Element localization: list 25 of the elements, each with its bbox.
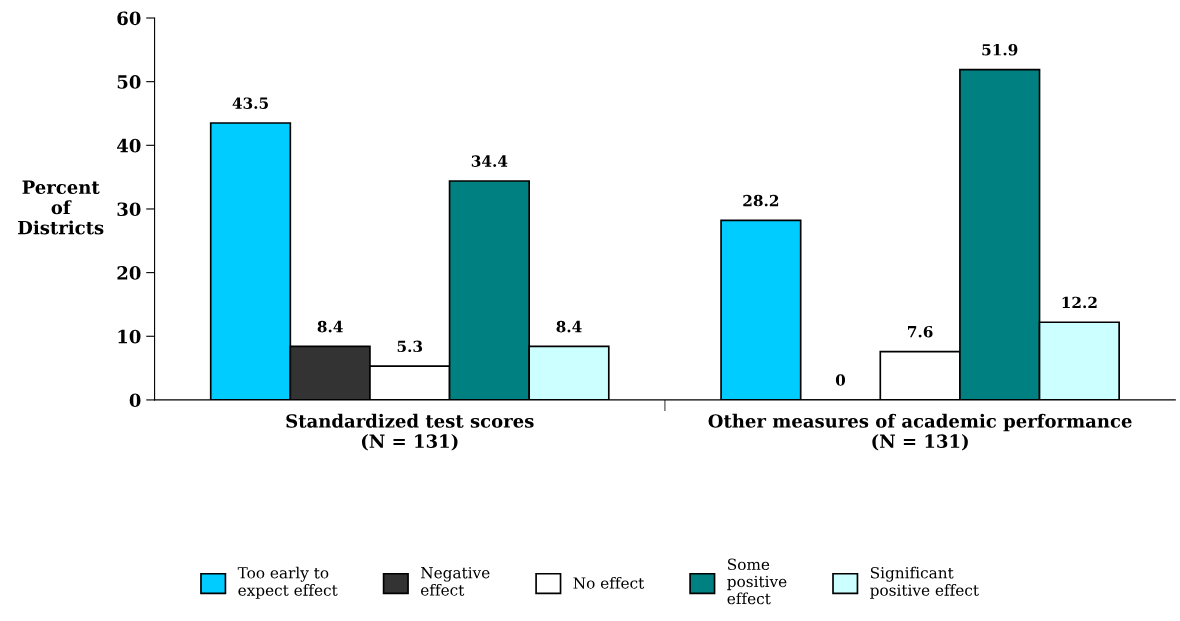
data-label: 7.6 [908,325,933,338]
data-label: 8.4 [556,320,582,333]
y-tick-label: 40 [117,138,141,153]
data-label: 5.3 [397,340,423,353]
legend-label: Negative effect [421,566,490,596]
legend-label: Some positive effect [727,558,787,605]
x-tick-label: Standardized test scores (N = 131) [286,413,534,451]
data-label: 12.2 [1062,296,1097,309]
legend-label: Significant positive effect [870,566,979,599]
y-tick-label: 50 [117,75,141,89]
y-axis-title: Percent of Districts [18,180,104,235]
data-label: 34.4 [471,155,508,167]
data-label: 0 [835,374,846,386]
data-label: 51.9 [982,43,1018,56]
data-label: 8.4 [317,320,343,333]
y-tick-label: 30 [117,202,141,217]
y-tick-label: 20 [117,266,141,280]
data-label: 43.5 [232,97,268,109]
legend-label: Too early to expect effect [237,566,338,599]
data-label: 28.2 [743,194,779,207]
y-tick-label: 10 [118,329,141,344]
legend-label: No effect [573,576,645,589]
y-tick-label: 0 [129,393,141,408]
x-tick-label: Other measures of academic performance (N = 131) [708,413,1132,451]
y-tick-label: 60 [117,11,141,26]
